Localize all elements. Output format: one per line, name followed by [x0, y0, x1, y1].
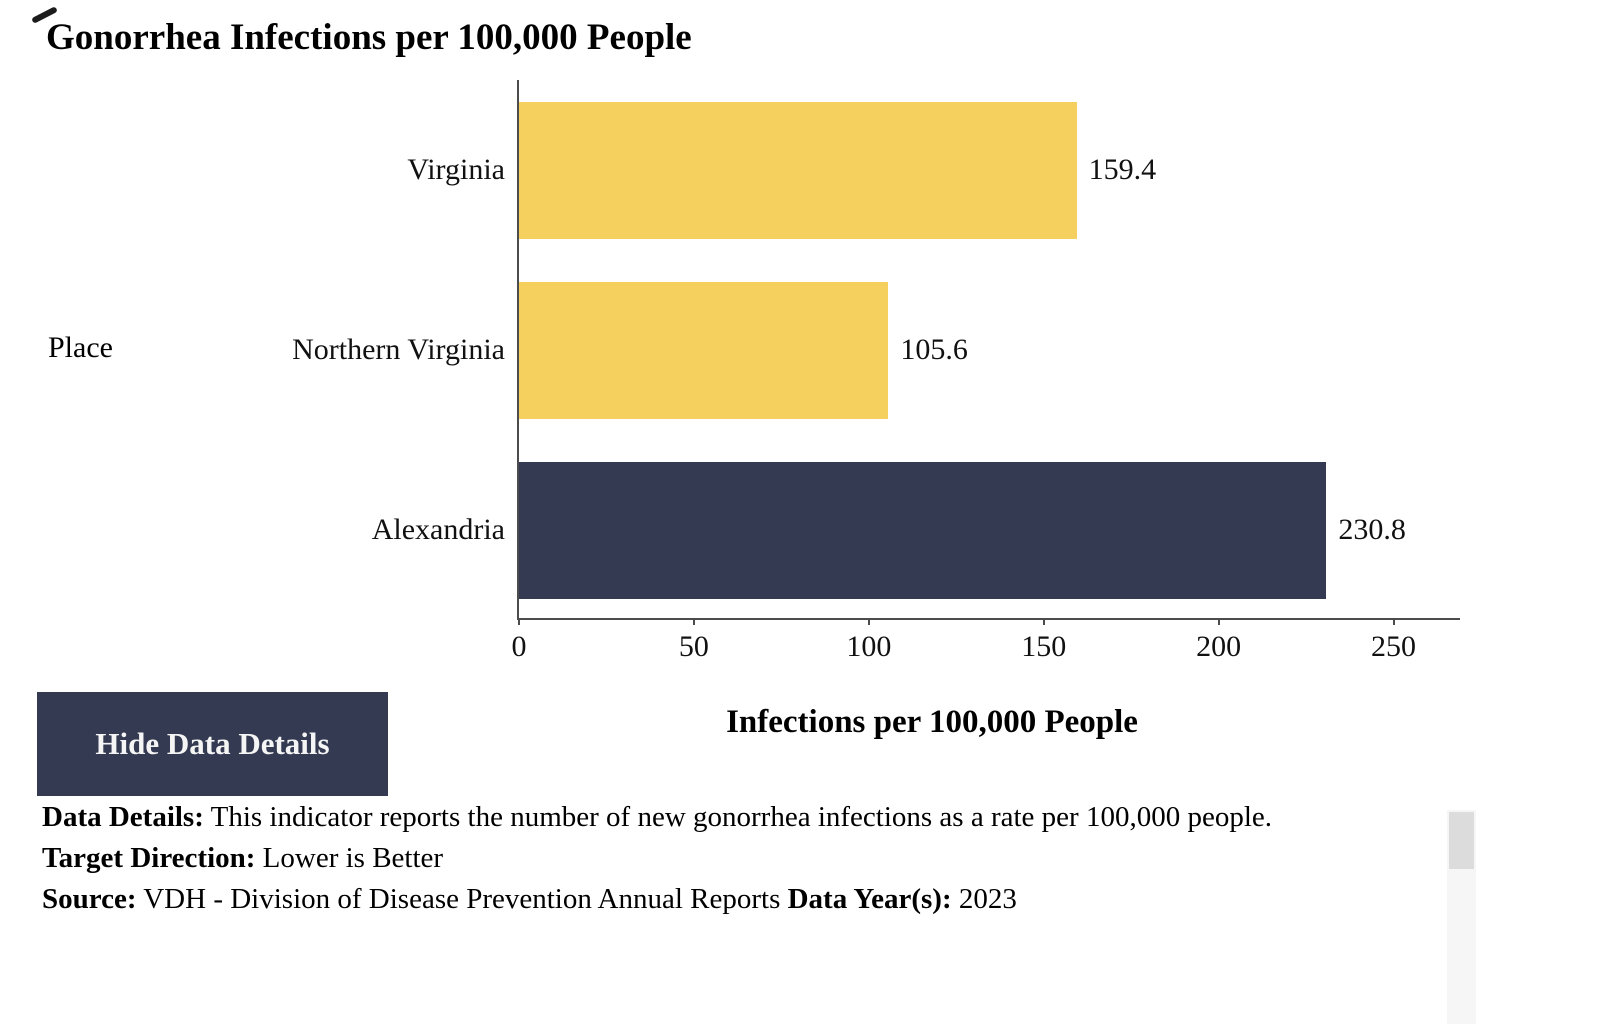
bar-row: Alexandria 230.8 [372, 440, 1460, 620]
value-label: 159.4 [1088, 153, 1157, 186]
hide-data-details-label: Hide Data Details [95, 726, 330, 761]
x-axis-tick-label: 150 [1021, 630, 1067, 663]
x-axis-tick-mark [1217, 618, 1220, 625]
x-axis-tick-mark [1042, 618, 1045, 625]
data-details-line: Data Details: This indicator reports the… [42, 797, 1387, 838]
x-axis-tick-label: 100 [846, 630, 892, 663]
source-label: Source: [42, 883, 137, 915]
scrollbar-thumb[interactable] [1449, 812, 1474, 869]
data-details-label: Data Details: [42, 801, 204, 833]
bar-alexandria[interactable] [519, 461, 1327, 599]
x-axis-tick-label: 200 [1196, 630, 1242, 663]
value-label: 230.8 [1338, 513, 1406, 546]
value-label: 105.6 [900, 333, 968, 366]
hide-data-details-button[interactable]: Hide Data Details [37, 692, 388, 796]
target-direction-line: Target Direction: Lower is Better [42, 838, 1387, 879]
x-axis-tick-label: 0 [511, 630, 527, 663]
x-axis-tick-mark [867, 618, 870, 625]
data-years-label: Data Year(s): [787, 883, 952, 915]
target-direction-label: Target Direction: [42, 842, 256, 874]
category-label: Northern Virginia [292, 333, 505, 366]
bar-row: Virginia 159.4 [407, 80, 1460, 260]
x-axis-tick-mark [518, 618, 520, 625]
bar-row: Northern Virginia 105.6 [292, 260, 1460, 440]
plot-area: Virginia 159.4 Northern Virginia 105.6 Alexa… [292, 80, 1460, 663]
source-text: VDH - Division of Disease Prevention Ann… [136, 883, 788, 915]
scrollbar-track[interactable] [1447, 810, 1476, 1024]
category-label: Virginia [407, 153, 505, 186]
x-axis-title: Infections per 100,000 People [726, 704, 1138, 740]
x-axis-tick-mark [1392, 618, 1395, 625]
bar-virginia[interactable] [519, 101, 1077, 239]
x-axis-tick-mark [692, 618, 695, 625]
data-details-text: This indicator reports the number of new… [203, 801, 1272, 833]
data-years-value: 2023 [951, 883, 1017, 915]
target-direction-text: Lower is Better [255, 842, 444, 874]
data-details-panel: Data Details: This indicator reports the… [42, 797, 1387, 920]
source-line: Source: VDH - Division of Disease Preven… [42, 879, 1387, 920]
x-axis-tick-label: 50 [678, 630, 709, 663]
bar-northern-virginia[interactable] [519, 281, 889, 419]
category-label: Alexandria [371, 513, 505, 546]
y-axis-title: Place [48, 331, 113, 364]
chart-title: Gonorrhea Infections per 100,000 People [46, 17, 692, 58]
x-axis-tick-label: 250 [1371, 630, 1417, 663]
